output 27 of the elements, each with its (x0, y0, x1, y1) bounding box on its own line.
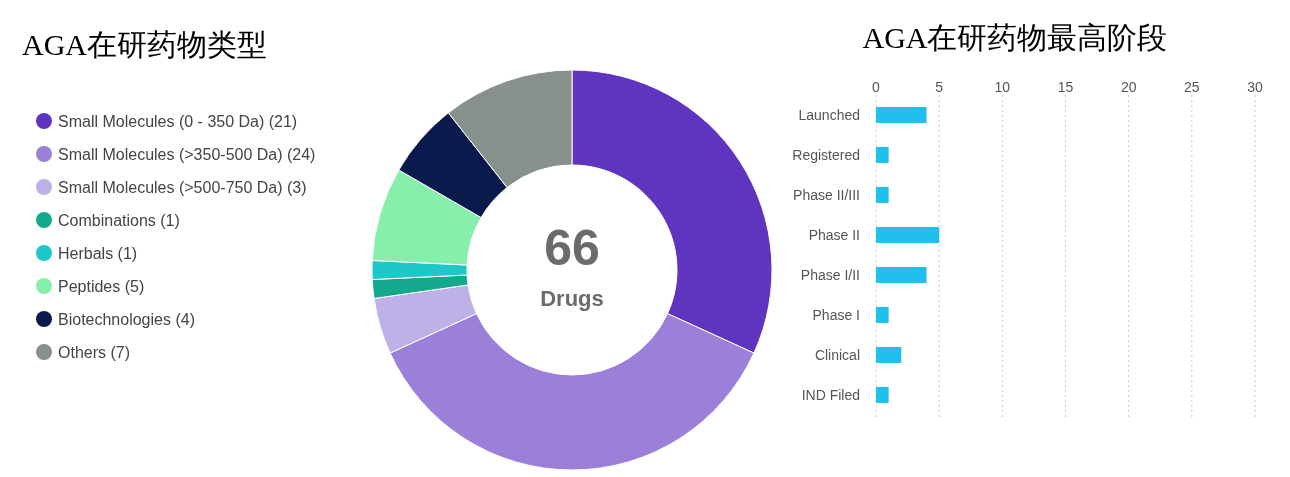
legend-label: Small Molecules (0 - 350 Da) (21) (58, 113, 298, 130)
chart-title: AGA在研药物最高阶段 (862, 21, 1168, 54)
text: 66 (544, 220, 600, 276)
legend-label: Others (7) (58, 344, 131, 361)
legend-label: Peptides (5) (58, 278, 145, 295)
y-tick-label: Phase II/III (793, 187, 860, 203)
legend-label: Small Molecules (>500-750 Da) (3) (58, 179, 307, 196)
legend-label: Combinations (1) (58, 212, 180, 229)
x-tick-label: 15 (1057, 79, 1074, 95)
y-tick-label: Phase I (812, 307, 860, 323)
x-tick-label: 30 (1247, 79, 1263, 95)
x-tick-label: 0 (872, 79, 881, 95)
y-tick-label: IND Filed (801, 387, 860, 403)
x-tick-label: 20 (1120, 79, 1137, 95)
y-tick-label: Registered (792, 147, 860, 163)
legend-label: Small Molecules (>350-500 Da) (24) (58, 146, 316, 163)
x-tick-label: 5 (935, 79, 944, 95)
y-tick-label: Clinical (814, 347, 860, 363)
text: Drugs (540, 286, 604, 311)
y-tick-label: Phase I/II (800, 267, 860, 283)
chart-title: AGA在研药物类型 (22, 28, 267, 61)
y-tick-label: Launched (798, 107, 860, 123)
legend-label: Herbals (1) (58, 245, 138, 262)
y-tick-label: Phase II (808, 227, 860, 243)
legend-label: Biotechnologies (4) (58, 311, 195, 328)
x-tick-label: 25 (1184, 79, 1200, 95)
x-tick-label: 10 (994, 79, 1011, 95)
